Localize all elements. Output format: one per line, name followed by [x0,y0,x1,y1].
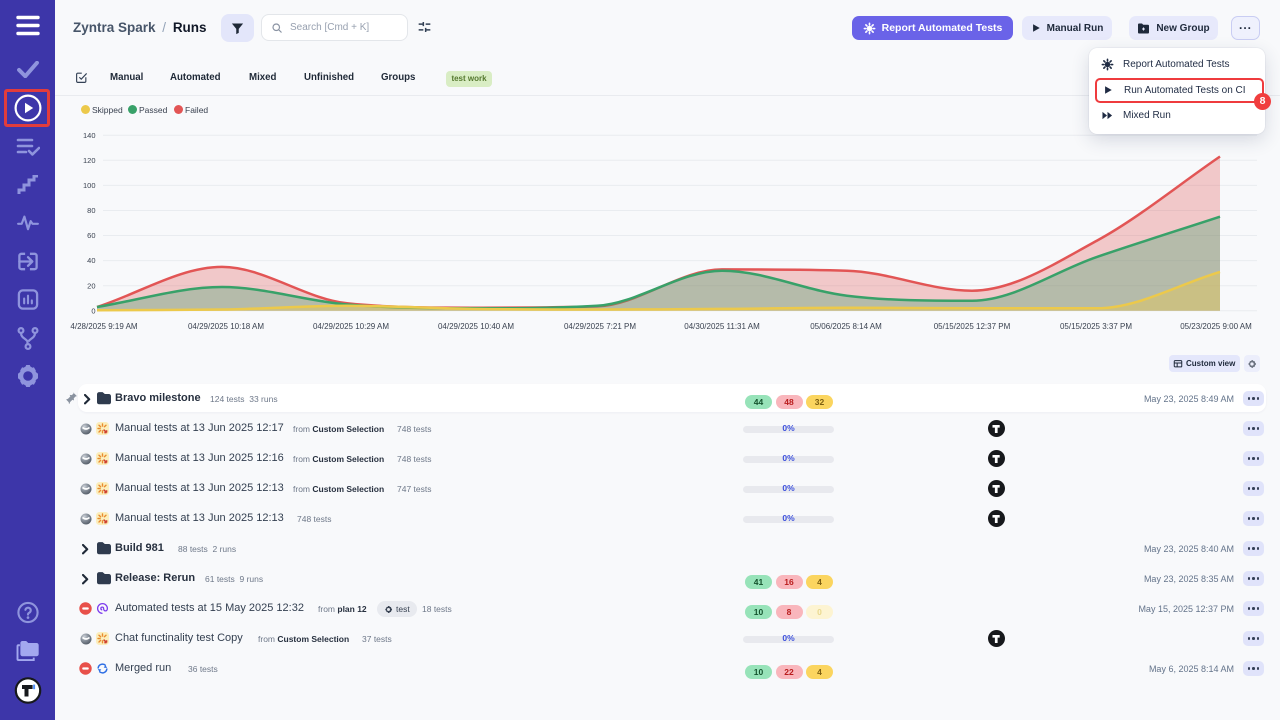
svg-text:40: 40 [87,256,95,265]
svg-text:120: 120 [83,156,96,165]
svg-text:05/23/2025 9:00 AM: 05/23/2025 9:00 AM [1180,322,1252,331]
svg-text:04/29/2025 10:18 AM: 04/29/2025 10:18 AM [188,322,264,331]
svg-text:100: 100 [83,181,96,190]
svg-text:05/06/2025 8:14 AM: 05/06/2025 8:14 AM [810,322,882,331]
svg-text:140: 140 [83,131,96,140]
svg-text:20: 20 [87,281,95,290]
svg-text:04/29/2025 7:21 PM: 04/29/2025 7:21 PM [564,322,636,331]
svg-text:04/29/2025 10:29 AM: 04/29/2025 10:29 AM [313,322,389,331]
svg-text:0: 0 [91,306,95,315]
svg-text:4/28/2025 9:19 AM: 4/28/2025 9:19 AM [70,322,138,331]
svg-text:05/15/2025 12:37 PM: 05/15/2025 12:37 PM [934,322,1011,331]
svg-text:04/29/2025 10:40 AM: 04/29/2025 10:40 AM [438,322,514,331]
svg-text:80: 80 [87,206,95,215]
svg-text:04/30/2025 11:31 AM: 04/30/2025 11:31 AM [684,322,760,331]
svg-text:05/15/2025 3:37 PM: 05/15/2025 3:37 PM [1060,322,1132,331]
svg-text:60: 60 [87,231,95,240]
